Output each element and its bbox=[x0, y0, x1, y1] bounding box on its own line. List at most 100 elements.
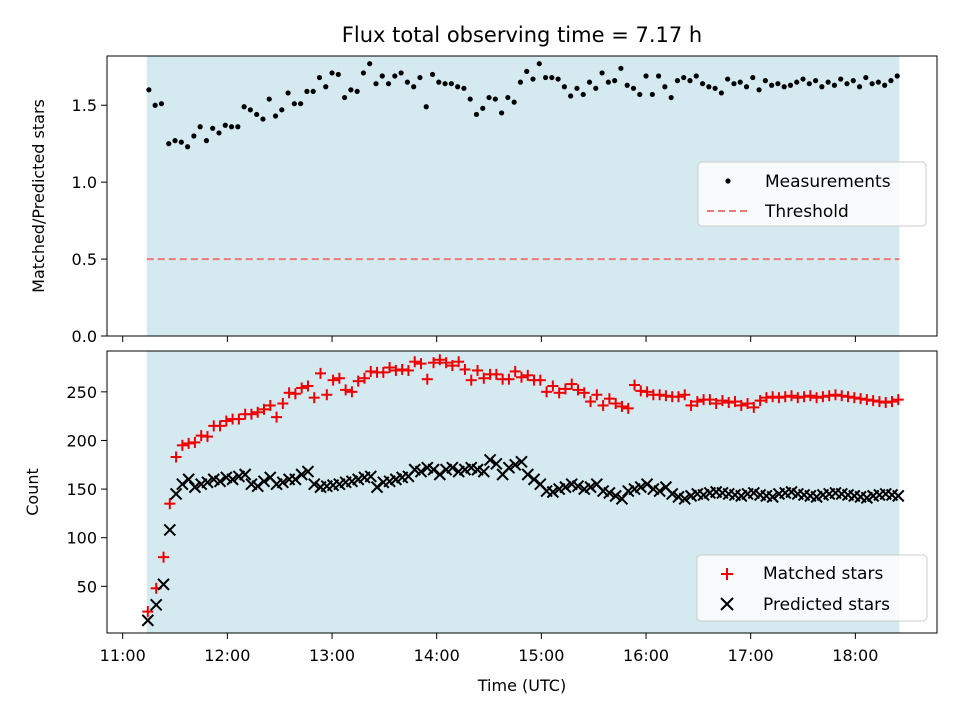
matched-stars-point bbox=[142, 606, 154, 618]
measurement-point bbox=[750, 74, 756, 81]
measurement-point bbox=[699, 81, 706, 87]
matched-stars-point bbox=[220, 415, 232, 427]
matched-stars-point bbox=[578, 387, 590, 399]
predicted-stars-point bbox=[446, 461, 459, 474]
measurement-point bbox=[806, 81, 812, 87]
matched-stars-point bbox=[685, 399, 697, 411]
matched-stars-point bbox=[804, 390, 816, 402]
predicted-stars-point bbox=[238, 468, 252, 481]
measurement-point bbox=[348, 87, 354, 93]
matched-stars-point bbox=[176, 439, 188, 451]
matched-stars-point bbox=[289, 388, 301, 400]
matched-stars-point bbox=[465, 374, 477, 386]
measurement-point bbox=[850, 78, 856, 84]
top-plot-frame bbox=[106, 55, 938, 337]
measurement-point bbox=[203, 138, 210, 144]
measurement-point bbox=[612, 78, 618, 84]
measurement-point bbox=[856, 84, 863, 90]
predicted-stars-point bbox=[176, 478, 189, 491]
matched-stars-point bbox=[490, 368, 502, 380]
measurement-point bbox=[360, 70, 367, 76]
matched-stars-point bbox=[691, 396, 703, 408]
matched-stars-point bbox=[415, 358, 427, 370]
measurement-point bbox=[329, 70, 335, 76]
measurement-point bbox=[152, 102, 158, 108]
measurement-point bbox=[158, 101, 165, 107]
matched-stars-point bbox=[472, 364, 484, 376]
measurement-point bbox=[875, 79, 881, 85]
measurement-point bbox=[637, 91, 643, 98]
matched-stars-point bbox=[735, 399, 747, 411]
predicted-stars-point bbox=[892, 489, 905, 503]
measurement-point bbox=[260, 116, 266, 122]
measurement-point bbox=[756, 87, 762, 93]
matched-stars-point bbox=[509, 365, 521, 377]
matched-stars-point bbox=[170, 451, 182, 463]
chart-title: Flux total observing time = 7.17 h bbox=[342, 23, 702, 47]
top-legend-box bbox=[697, 161, 927, 227]
measurement-point bbox=[367, 61, 373, 67]
measurement-point bbox=[668, 94, 674, 101]
measurement-point bbox=[643, 73, 649, 79]
predicted-stars-point bbox=[188, 480, 202, 494]
top-axis-ticks: 0.0 0.5 1.0 1.5 bbox=[72, 96, 856, 346]
matched-stars-point bbox=[591, 389, 603, 401]
measurement-point bbox=[442, 81, 448, 87]
measurement-point bbox=[712, 85, 718, 91]
matched-stars-point bbox=[478, 372, 490, 384]
matched-stars-point bbox=[786, 390, 798, 402]
measurement-point bbox=[316, 74, 323, 81]
matched-stars-point bbox=[641, 386, 653, 398]
predicted-stars-point bbox=[213, 475, 227, 488]
measurement-point bbox=[882, 82, 888, 88]
measurement-point bbox=[291, 101, 297, 107]
legend-measurements-label: Measurements bbox=[765, 172, 891, 192]
measurement-point bbox=[555, 76, 561, 82]
measurement-point bbox=[649, 91, 655, 98]
predicted-stars-point bbox=[308, 478, 321, 491]
measurement-point bbox=[254, 111, 260, 118]
measurement-point bbox=[241, 104, 247, 110]
matched-stars-point bbox=[622, 402, 634, 414]
predicted-stars-point bbox=[483, 453, 497, 467]
predicted-stars-point bbox=[169, 487, 183, 501]
predicted-stars-point bbox=[433, 468, 447, 481]
top-panel: 0.0 0.5 1.0 1.5 Matched/Predicted stars Mea… bbox=[29, 55, 938, 346]
y-tick-label: 150 bbox=[66, 480, 97, 499]
predicted-stars-point bbox=[559, 480, 572, 494]
legend-predicted-label: Predicted stars bbox=[763, 595, 890, 615]
measurement-point bbox=[549, 74, 555, 81]
measurement-point bbox=[775, 81, 781, 87]
matched-stars-point bbox=[440, 357, 452, 369]
matched-stars-point bbox=[710, 398, 722, 410]
matched-stars-point bbox=[672, 391, 684, 403]
measurement-point bbox=[687, 78, 693, 84]
measurement-point bbox=[285, 90, 291, 96]
measurement-point bbox=[461, 85, 467, 91]
measurement-point bbox=[517, 79, 524, 85]
matched-stars-point bbox=[327, 374, 339, 386]
y-tick-label: 200 bbox=[66, 431, 97, 450]
measurement-point bbox=[178, 139, 184, 145]
predicted-stars-point bbox=[141, 614, 155, 627]
measurement-point bbox=[593, 85, 599, 91]
matched-stars-point bbox=[597, 399, 609, 411]
bottom-legend-box bbox=[696, 554, 928, 622]
measurement-point bbox=[222, 122, 228, 128]
legend-threshold-label: Threshold bbox=[764, 202, 849, 222]
measurement-point bbox=[731, 81, 737, 87]
measurement-point bbox=[385, 81, 392, 87]
matched-stars-point bbox=[541, 386, 553, 398]
predicted-stars-point bbox=[163, 523, 177, 537]
measurement-point bbox=[574, 85, 580, 91]
predicted-stars-point bbox=[766, 490, 779, 504]
matched-stars-point bbox=[522, 369, 534, 381]
measurement-point bbox=[838, 76, 844, 82]
measurement-point bbox=[310, 88, 316, 94]
measurement-point bbox=[706, 84, 712, 90]
matched-stars-point bbox=[402, 364, 414, 376]
measurement-point bbox=[354, 88, 360, 94]
measurement-point bbox=[172, 138, 178, 144]
measurement-point bbox=[844, 81, 850, 87]
measurement-point bbox=[448, 81, 454, 87]
